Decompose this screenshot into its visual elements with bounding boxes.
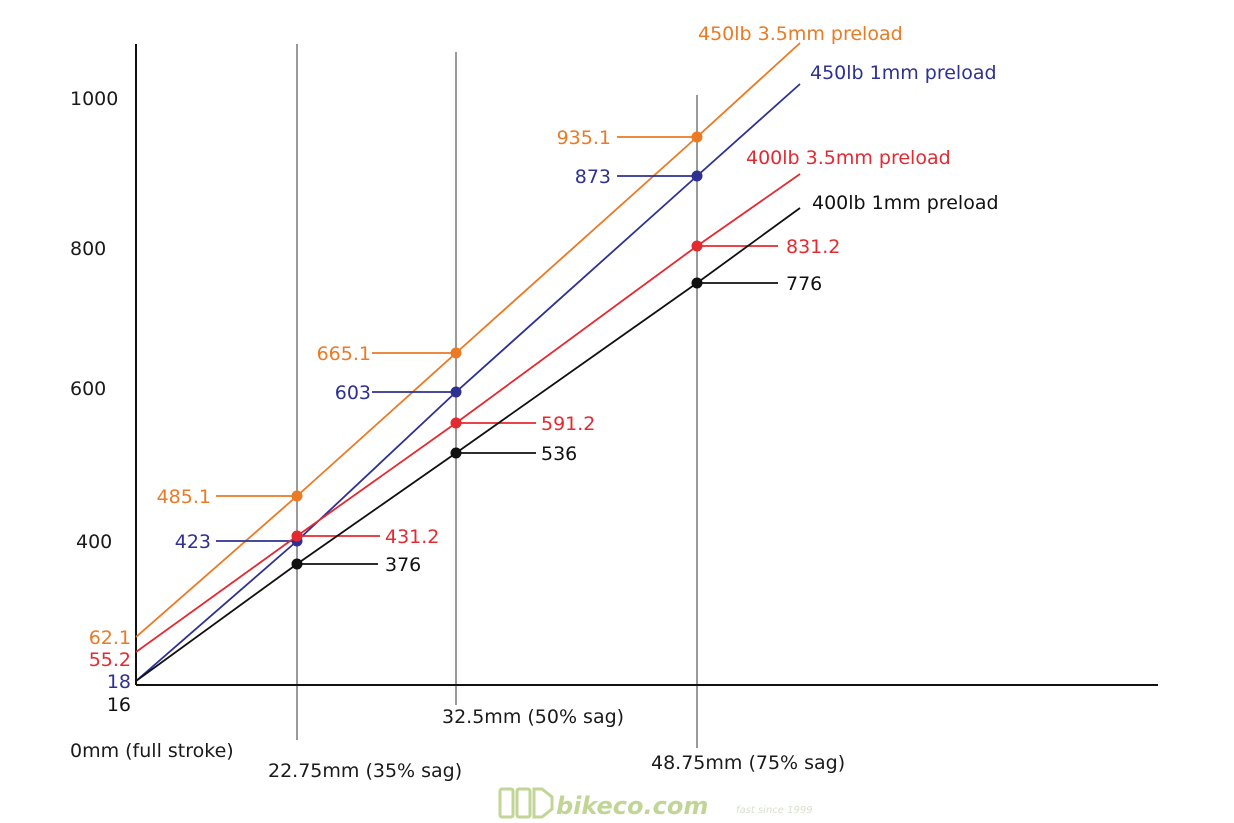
series-400lb-3-5mm-preload: 400lb 3.5mm preload 55.2 431.2 591.2 831.2 bbox=[89, 147, 951, 671]
series-name-label: 400lb 1mm preload bbox=[812, 192, 999, 214]
series-name-label: 450lb 3.5mm preload bbox=[698, 23, 903, 45]
series-450lb-3-5mm-preload: 450lb 3.5mm preload 62.1 485.1 665.1 935.1 bbox=[89, 23, 903, 649]
x-tick-label: 32.5mm (50% sag) bbox=[442, 706, 624, 728]
x-tick-label: 0mm (full stroke) bbox=[70, 740, 234, 762]
data-label: 603 bbox=[335, 382, 371, 404]
data-label: 16 bbox=[107, 694, 131, 716]
data-point bbox=[450, 347, 462, 359]
series-400lb-1mm-preload: 400lb 1mm preload 16 376 536 776 bbox=[107, 192, 999, 716]
data-point bbox=[291, 490, 303, 502]
data-point bbox=[691, 170, 703, 182]
data-point bbox=[291, 558, 303, 570]
axes bbox=[135, 44, 1158, 686]
y-tick-label: 1000 bbox=[70, 88, 118, 110]
data-label: 376 bbox=[385, 554, 421, 576]
vertical-gridlines bbox=[296, 44, 698, 748]
data-label: 831.2 bbox=[786, 236, 840, 258]
series-name-label: 400lb 3.5mm preload bbox=[746, 147, 951, 169]
y-tick-label: 600 bbox=[70, 378, 106, 400]
watermark: bikeco.com fast since 1999 bbox=[498, 787, 813, 820]
series-line bbox=[135, 42, 801, 638]
data-label: 485.1 bbox=[157, 486, 211, 508]
data-label: 776 bbox=[786, 273, 822, 295]
data-point bbox=[691, 131, 703, 143]
data-label: 18 bbox=[107, 671, 131, 693]
series-layer: 450lb 3.5mm preload62.1485.1665.1935.145… bbox=[89, 23, 999, 716]
data-label: 55.2 bbox=[89, 649, 131, 671]
bikeco-logo-icon bbox=[498, 787, 554, 819]
x-tick-labels: 0mm (full stroke) 22.75mm (35% sag) 32.5… bbox=[70, 706, 845, 782]
y-tick-label: 800 bbox=[70, 238, 106, 260]
y-tick-labels: 1000 800 600 400 bbox=[70, 88, 118, 553]
data-label: 62.1 bbox=[89, 627, 131, 649]
data-label: 665.1 bbox=[317, 343, 371, 365]
series-name-label: 450lb 1mm preload bbox=[810, 62, 997, 84]
data-point bbox=[450, 417, 462, 429]
data-point bbox=[291, 530, 303, 542]
x-tick-label: 22.75mm (35% sag) bbox=[268, 760, 462, 782]
data-label: 873 bbox=[575, 166, 611, 188]
x-tick-label: 48.75mm (75% sag) bbox=[651, 752, 845, 774]
data-label: 423 bbox=[175, 531, 211, 553]
data-label: 935.1 bbox=[557, 127, 611, 149]
watermark-tagline: fast since 1999 bbox=[736, 805, 813, 816]
y-tick-label: 400 bbox=[76, 531, 112, 553]
data-point bbox=[691, 277, 703, 289]
series-450lb-1mm-preload: 450lb 1mm preload 18 423 603 873 bbox=[107, 62, 997, 693]
data-label: 591.2 bbox=[541, 413, 595, 435]
data-point bbox=[450, 447, 462, 459]
watermark-text: bikeco.com bbox=[556, 792, 708, 820]
data-point bbox=[691, 240, 703, 252]
data-label: 536 bbox=[541, 443, 577, 465]
data-label: 431.2 bbox=[385, 526, 439, 548]
data-point bbox=[450, 386, 462, 398]
